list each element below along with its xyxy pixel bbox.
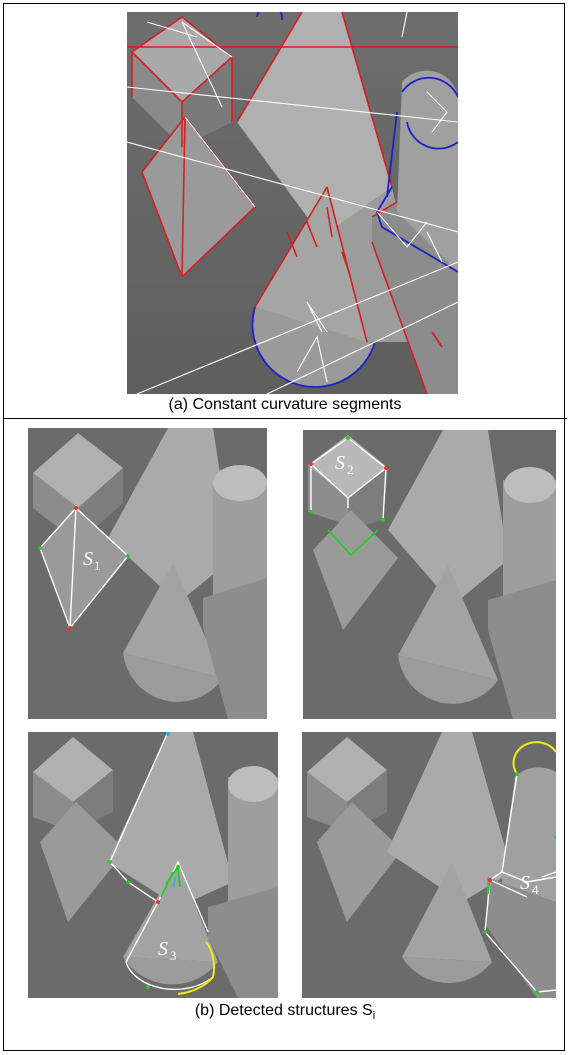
- scene-b4: S 4: [302, 732, 556, 998]
- scene-a: [127, 12, 458, 394]
- label-s3-index: 3: [170, 948, 177, 963]
- panel-b2-image: S 2: [303, 430, 556, 719]
- caption-b: (b) Detected structures Si: [0, 1002, 570, 1025]
- label-s2: S: [335, 452, 345, 474]
- white-connections: [127, 12, 458, 394]
- panel-b3-image: S 3: [28, 732, 278, 998]
- label-s1: S: [83, 548, 93, 570]
- caption-b-text: (b) Detected structures S: [194, 1002, 373, 1019]
- divider-line: [3, 418, 567, 419]
- scene-b3: S 3: [28, 732, 278, 998]
- label-s1-index: 1: [94, 558, 101, 573]
- label-s3: S: [158, 938, 168, 960]
- label-s4-index: 4: [532, 882, 539, 897]
- scene-b1: S 1: [28, 428, 267, 719]
- red-segments: [127, 12, 458, 394]
- scene-b2: S 2: [303, 430, 556, 719]
- panel-b4-image: S 4: [302, 732, 556, 998]
- panel-b1-image: S 1: [28, 428, 267, 719]
- caption-a: (a) Constant curvature segments: [168, 396, 402, 413]
- figure-frame: [3, 3, 565, 1051]
- caption-b-subscript: i: [372, 1010, 376, 1023]
- label-s2-index: 2: [347, 462, 354, 477]
- panel-a-image: [127, 12, 458, 394]
- label-s4: S: [520, 872, 530, 894]
- blue-arcs: [251, 12, 458, 388]
